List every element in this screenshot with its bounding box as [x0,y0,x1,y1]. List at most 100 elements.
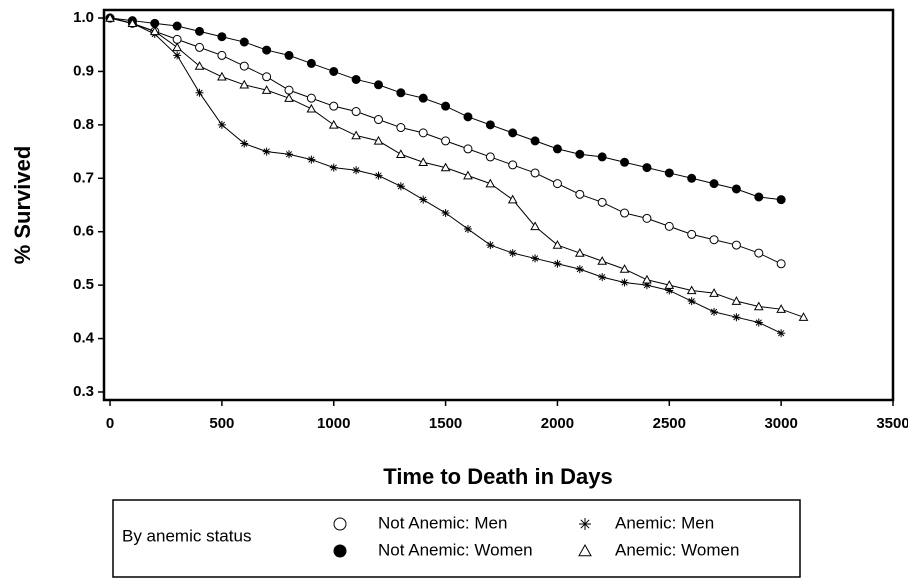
marker [552,240,563,249]
marker [530,221,540,231]
x-tick-label: 1500 [429,415,462,432]
marker [284,85,294,95]
marker [710,307,719,316]
marker [172,42,183,52]
y-tick-label: 0.4 [73,330,95,347]
x-tick-label: 3000 [764,415,797,432]
marker [374,171,383,180]
marker [754,248,764,258]
marker [240,139,249,148]
marker [508,160,518,170]
marker [485,152,495,162]
marker [485,178,496,188]
marker [731,240,741,250]
marker [441,101,451,111]
marker [306,93,316,103]
marker [173,51,182,60]
marker [239,61,249,71]
marker [777,329,786,338]
marker [127,18,138,28]
marker [351,74,361,84]
marker [418,157,429,166]
x-tick-label: 2000 [541,415,574,432]
marker [351,130,361,140]
marker [687,229,697,239]
marker [396,182,405,191]
marker [333,517,347,531]
x-tick-label: 3500 [876,415,908,432]
marker [195,26,205,36]
marker [195,42,205,52]
marker [731,184,741,194]
marker [642,274,652,284]
marker [463,144,473,154]
marker [172,34,182,44]
x-axis-title: Time to Death in Days [383,464,612,489]
marker [351,107,361,117]
marker [578,543,592,557]
y-tick-label: 0.6 [73,223,94,240]
marker [579,518,591,530]
marker [418,93,428,103]
marker [149,26,160,36]
legend-label: Anemic: Men [615,513,714,532]
legend-title: By anemic status [122,526,251,545]
marker [195,88,204,97]
x-tick-label: 500 [209,415,234,432]
marker [508,249,517,258]
marker [732,313,741,322]
legend-box [112,499,801,578]
marker [798,312,809,321]
marker [419,195,428,204]
y-tick-label: 0.8 [73,116,94,133]
marker [597,197,607,207]
marker [597,256,608,265]
marker [754,192,764,202]
marker [217,71,227,81]
marker [105,12,115,22]
marker [396,149,406,158]
marker [418,128,428,138]
marker [597,152,607,162]
marker [463,225,472,234]
marker [441,209,450,218]
marker [328,119,339,129]
marker [396,123,406,133]
marker [239,79,250,89]
marker [642,281,651,290]
y-axis-title: % Survived [10,146,35,265]
marker [239,37,249,47]
marker [262,147,271,156]
marker [217,120,226,129]
x-tick-label: 2500 [653,415,686,432]
marker [687,297,696,306]
marker [530,168,540,178]
legend-label: Not Anemic: Women [378,540,533,559]
marker [333,544,347,558]
marker [306,103,317,113]
marker [217,50,227,60]
marker [307,155,316,164]
marker [507,194,518,204]
marker [776,259,786,269]
marker [463,112,473,122]
y-tick-label: 0.9 [73,62,94,79]
marker [753,301,764,311]
marker [731,296,742,305]
marker [194,61,205,70]
marker [172,21,182,31]
plot-frame [102,8,895,402]
marker [553,259,562,268]
x-tick-label: 0 [106,415,114,432]
marker [284,93,294,102]
y-tick-label: 0.7 [73,169,94,186]
marker [709,235,719,245]
marker [373,115,383,125]
marker [284,50,294,60]
marker [329,66,339,76]
marker [776,195,786,205]
marker [687,173,697,183]
marker [262,45,272,55]
marker [776,304,786,313]
